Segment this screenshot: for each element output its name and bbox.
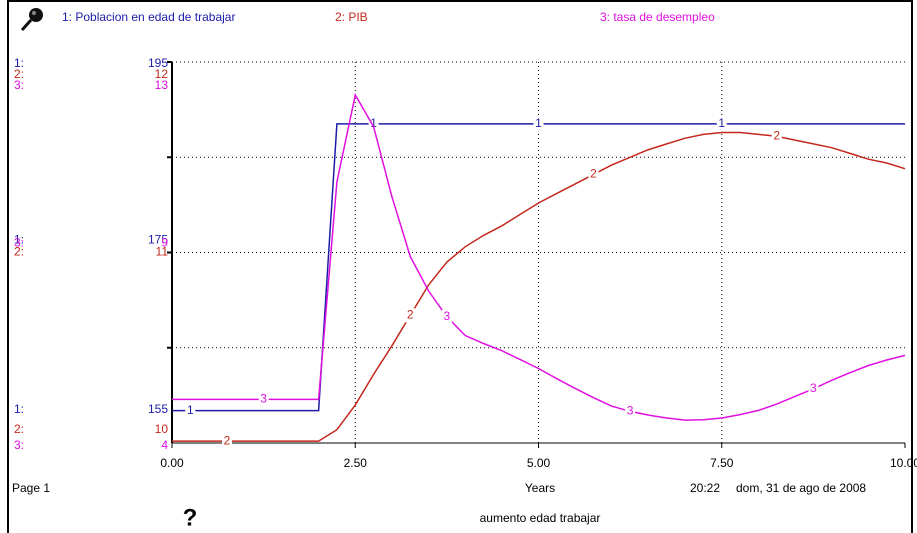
label-bg: [771, 129, 782, 144]
x-tick-label: 7.50: [710, 456, 734, 470]
series-number: 3: [810, 381, 817, 395]
y-tick-label: 10: [155, 422, 169, 436]
series-number: 2: [773, 128, 780, 142]
y-tick-label: 195: [148, 56, 168, 70]
y-tick-label: 11: [156, 245, 169, 259]
axis-key: 1:: [14, 233, 24, 247]
y-tick-label: 4: [161, 438, 168, 452]
series-line: [172, 92, 906, 421]
axis-key: 1:: [14, 56, 24, 70]
axis-key: 2:: [14, 422, 24, 436]
label-bg: [368, 116, 379, 131]
y-tick-label: 175: [148, 233, 168, 247]
series-number: 1: [187, 403, 194, 417]
axis-key: 3:: [14, 236, 24, 250]
series-number: 2: [590, 167, 597, 181]
page-label[interactable]: Page 1: [12, 481, 50, 495]
label-bg: [716, 116, 727, 131]
series-number: 3: [444, 309, 451, 323]
label-bg: [185, 403, 196, 418]
axis-key: 3:: [14, 78, 24, 92]
x-tick-label: 5.00: [527, 456, 551, 470]
y-tick-label: 155: [148, 402, 168, 416]
axis-key: 2:: [14, 245, 24, 259]
y-tick-label: 12: [155, 67, 169, 81]
label-bg: [258, 392, 269, 407]
y-tick-label: 13: [155, 78, 169, 92]
series-number: 3: [260, 392, 267, 406]
series-number: 2: [224, 433, 231, 447]
label-bg: [533, 116, 544, 131]
series-number: 1: [535, 116, 542, 130]
help-button[interactable]: ?: [183, 504, 198, 531]
legend-entry: 3: tasa de desempleo: [600, 10, 715, 24]
axis-key: 1:: [14, 402, 24, 416]
axis-key: 2:: [14, 67, 24, 81]
time: 20:22: [690, 481, 720, 495]
series-number: 3: [627, 403, 634, 417]
date: dom, 31 de ago de 2008: [736, 481, 866, 495]
x-tick-label: 0.00: [160, 456, 184, 470]
legend-entry: 1: Poblacion en edad de trabajar: [62, 10, 235, 24]
label-bg: [441, 309, 452, 324]
label-bg: [625, 404, 636, 419]
caption: aumento edad trabajar: [480, 511, 601, 525]
label-bg: [221, 434, 232, 449]
series-number: 1: [370, 116, 377, 130]
label-bg: [808, 381, 819, 396]
x-tick-label: 2.50: [344, 456, 368, 470]
x-axis-label: Years: [525, 481, 555, 495]
series-line: [172, 131, 906, 442]
legend-entry: 2: PIB: [335, 10, 368, 24]
series-number: 1: [718, 116, 725, 130]
label-bg: [405, 308, 416, 323]
x-tick-label: 10.00: [890, 456, 917, 470]
label-bg: [588, 167, 599, 182]
series-number: 2: [407, 308, 414, 322]
axis-key: 3:: [14, 438, 24, 452]
y-tick-label: 9: [161, 236, 168, 250]
pin-icon[interactable]: [20, 8, 43, 32]
